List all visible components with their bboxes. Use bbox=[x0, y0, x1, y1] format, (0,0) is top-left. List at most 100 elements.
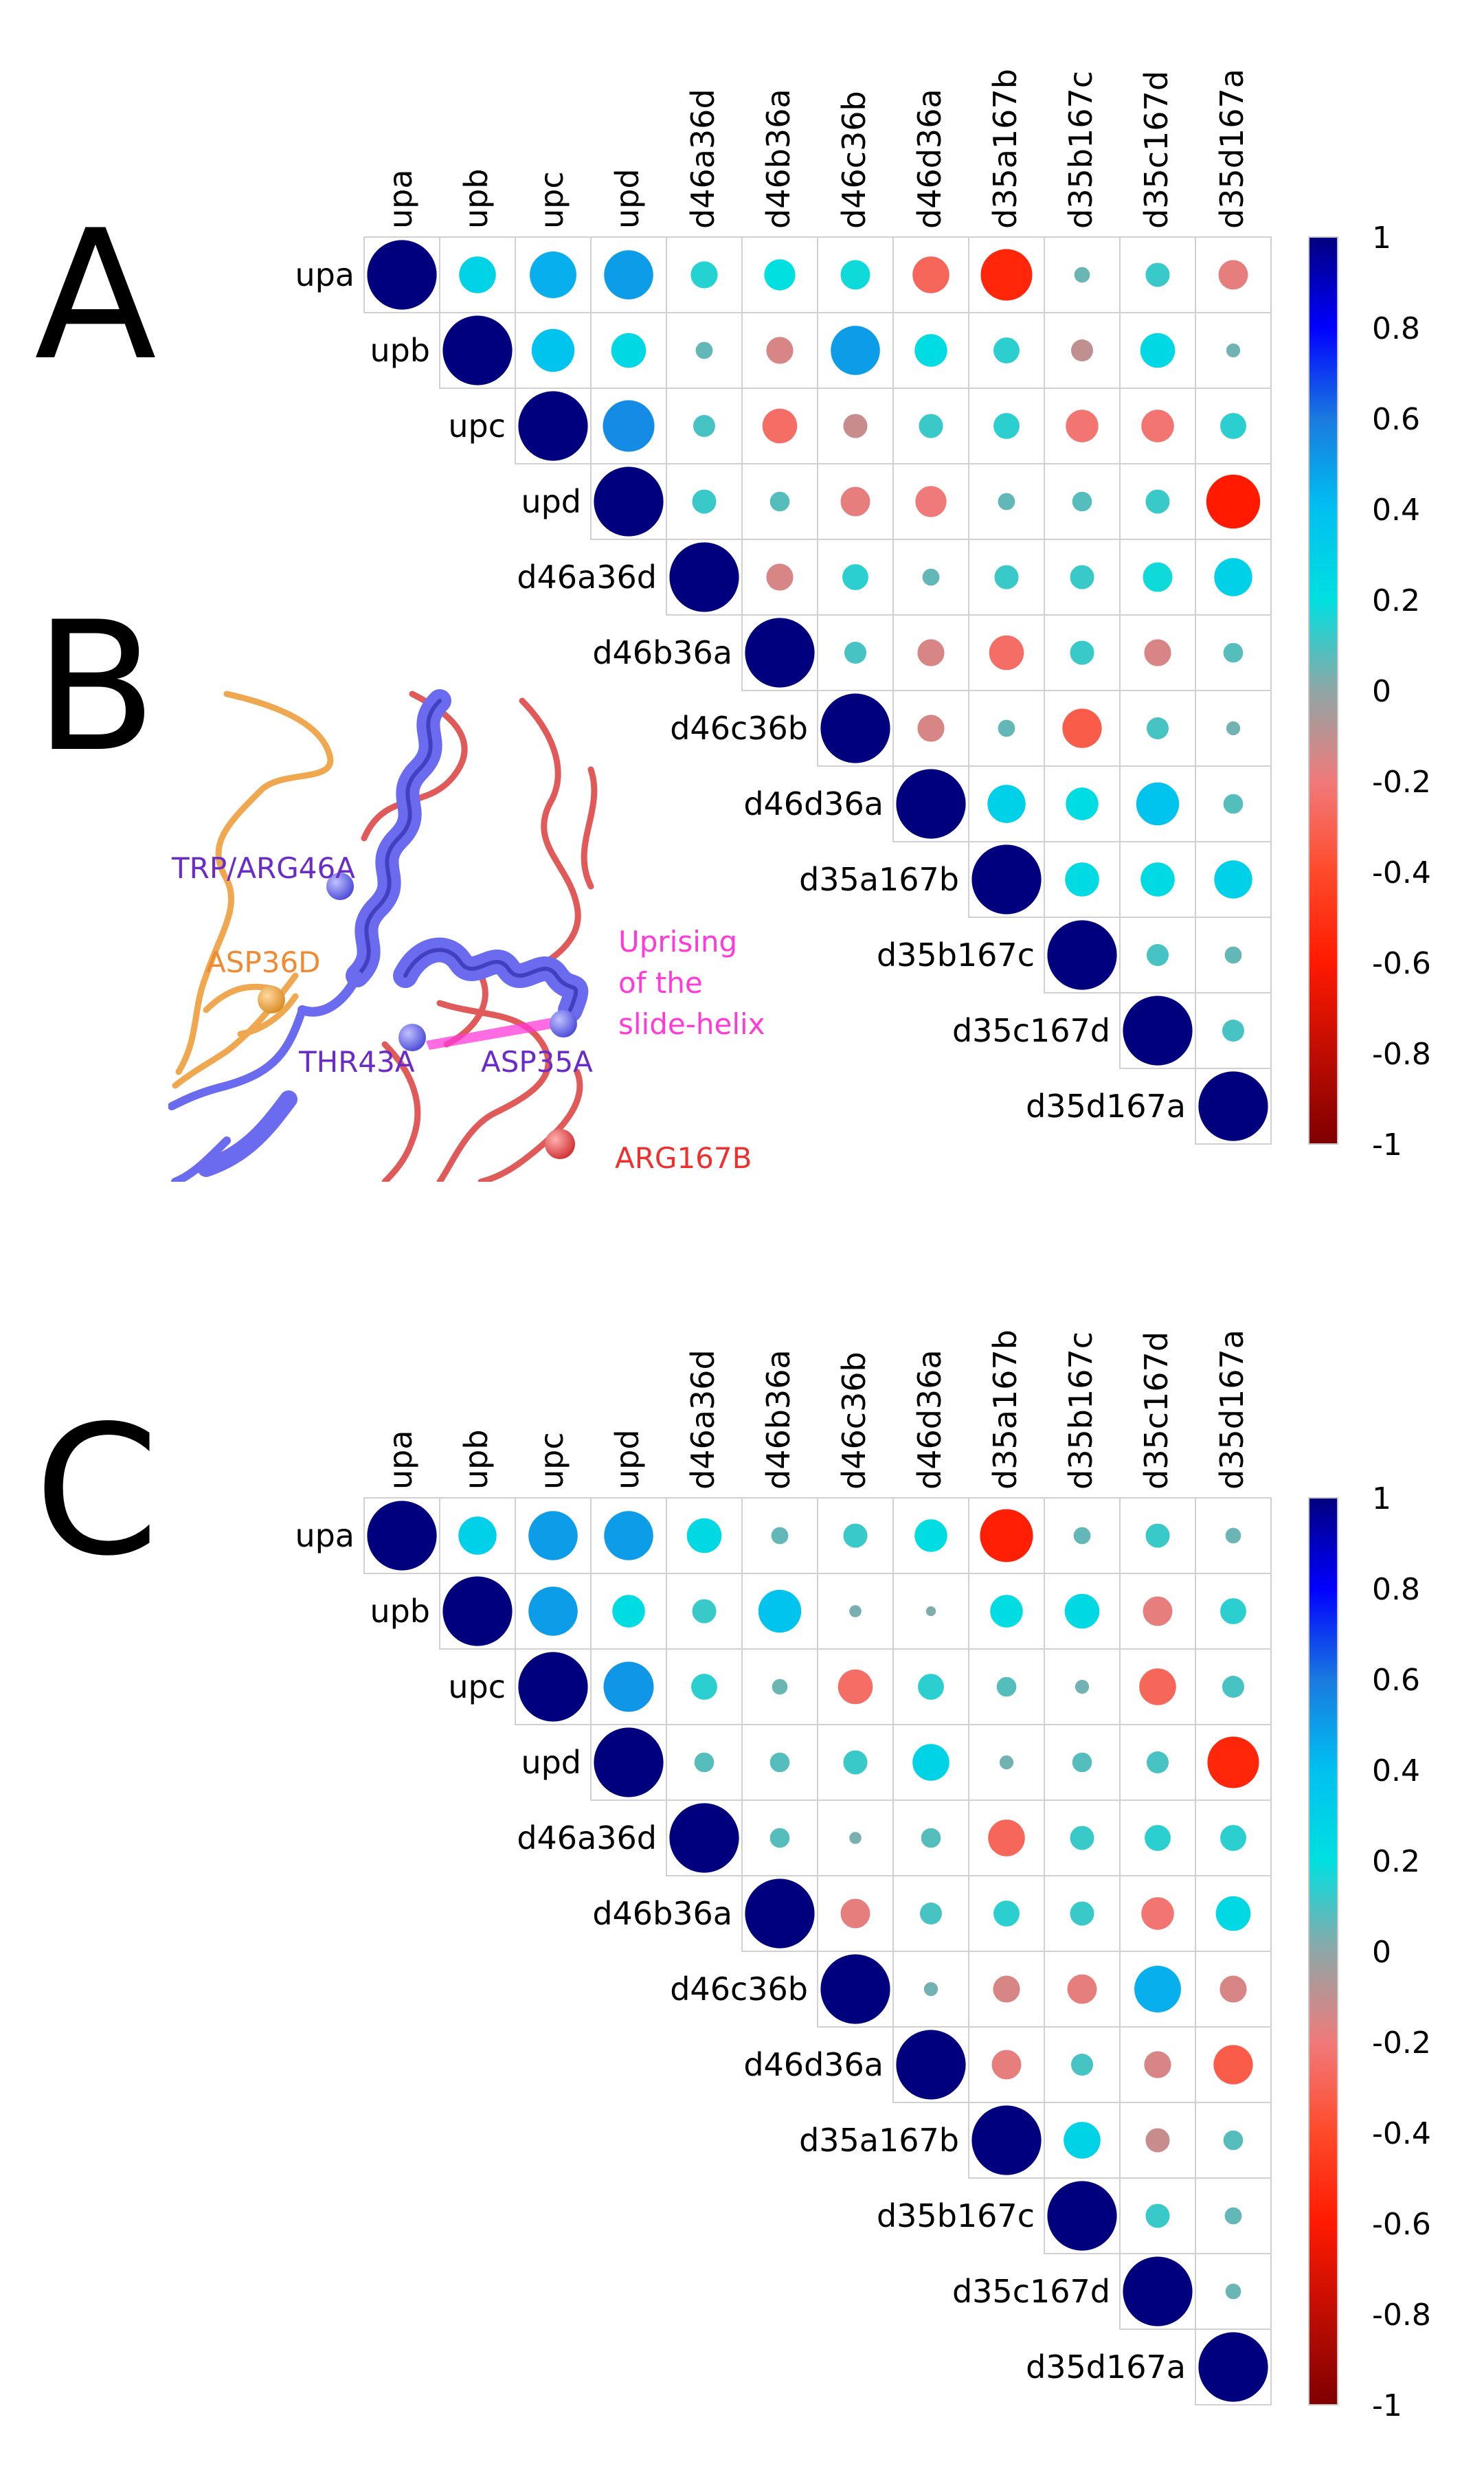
correlation-circle bbox=[1145, 1523, 1170, 1548]
correlation-circle bbox=[1139, 1668, 1176, 1705]
correlation-circle bbox=[844, 641, 867, 664]
correlation-circle bbox=[611, 333, 647, 368]
correlation-circle bbox=[1146, 943, 1169, 967]
correlation-circle bbox=[528, 1586, 578, 1636]
correlation-circle bbox=[918, 1674, 944, 1700]
panel-letter-b: B bbox=[34, 584, 157, 792]
protein-structure-illustration: TRP/ARG46A ASP36D THR43A ASP35A ARG167B … bbox=[168, 689, 765, 1182]
correlation-circle bbox=[1214, 558, 1252, 596]
correlation-circle bbox=[994, 565, 1019, 590]
correlation-circle bbox=[1222, 1675, 1245, 1698]
red-chain bbox=[361, 691, 598, 1182]
correlation-circle bbox=[989, 635, 1024, 671]
correlation-circle bbox=[1145, 489, 1170, 514]
correlation-circle bbox=[762, 408, 798, 444]
correlation-circle bbox=[692, 489, 717, 514]
correlation-circle bbox=[1207, 1736, 1259, 1788]
row-label: d46d36a bbox=[743, 2046, 884, 2083]
column-label: d46a36d bbox=[684, 89, 721, 229]
correlation-circle bbox=[1220, 413, 1246, 439]
column-label: upc bbox=[533, 1432, 570, 1490]
correlation-circle bbox=[1123, 996, 1193, 1066]
correlation-circle bbox=[993, 337, 1020, 363]
colorbar-tick-label: 0 bbox=[1372, 1935, 1391, 1970]
correlation-circle bbox=[1145, 262, 1170, 287]
correlation-circle bbox=[1214, 860, 1252, 899]
correlation-circle bbox=[1070, 339, 1094, 362]
row-label: d35b167c bbox=[877, 936, 1035, 974]
colorbar-tick-label: 0 bbox=[1372, 674, 1391, 709]
colorbar bbox=[1308, 236, 1338, 1145]
column-label: d35b167c bbox=[1062, 71, 1099, 229]
correlation-circle bbox=[1075, 1679, 1090, 1694]
correlation-circle bbox=[769, 491, 790, 512]
correlation-circle bbox=[1145, 2128, 1170, 2153]
orange-chain bbox=[172, 691, 334, 1089]
correlation-circle bbox=[993, 413, 1020, 439]
correlation-circle bbox=[1072, 491, 1092, 512]
row-label: d35d167a bbox=[1026, 2348, 1186, 2386]
column-label: upa bbox=[382, 1430, 419, 1490]
colorbar-tick-label: -0.8 bbox=[1372, 1037, 1431, 1072]
label-uprising-3: slide-helix bbox=[618, 1007, 765, 1041]
correlation-circle bbox=[1223, 642, 1244, 663]
correlation-circle bbox=[604, 250, 653, 300]
correlation-circle bbox=[1222, 1019, 1245, 1042]
correlation-circle bbox=[896, 2030, 966, 2100]
correlation-circle bbox=[518, 391, 588, 461]
row-label: d46c36b bbox=[670, 1971, 808, 2008]
correlation-circle bbox=[612, 1595, 645, 1628]
colorbar-tick-label: 0.6 bbox=[1372, 1663, 1420, 1698]
correlation-circle bbox=[1062, 708, 1102, 748]
colorbar-tick-label: -1 bbox=[1372, 1128, 1402, 1163]
label-uprising-1: Uprising bbox=[618, 925, 737, 958]
column-label: d46d36a bbox=[911, 89, 948, 229]
correlation-circle bbox=[840, 260, 870, 290]
column-label: d46b36a bbox=[760, 89, 797, 229]
correlation-circle bbox=[1223, 794, 1244, 814]
correlation-circle bbox=[843, 1523, 868, 1548]
correlation-circle bbox=[993, 1900, 1020, 1927]
correlation-circle bbox=[758, 1589, 802, 1633]
colorbar-tick-label: 0.8 bbox=[1372, 1572, 1420, 1607]
thr43a-atom bbox=[398, 1024, 426, 1051]
correlation-circle bbox=[998, 493, 1015, 511]
matrix-cell bbox=[1044, 312, 1121, 389]
correlation-circle bbox=[1225, 2283, 1241, 2300]
correlation-circle bbox=[1145, 1825, 1171, 1851]
correlation-circle bbox=[914, 1519, 947, 1552]
row-label: upb bbox=[370, 332, 430, 369]
uprising-arrow bbox=[426, 1017, 560, 1050]
row-label: d35c167d bbox=[952, 2273, 1110, 2310]
correlation-circle bbox=[1072, 1752, 1092, 1773]
correlation-circle bbox=[840, 486, 870, 517]
correlation-circle bbox=[1206, 474, 1261, 529]
correlation-circle bbox=[988, 1819, 1025, 1856]
column-label: d35c167d bbox=[1138, 1332, 1175, 1490]
colorbar-tick-label: -0.2 bbox=[1372, 765, 1431, 800]
correlation-circle bbox=[1213, 2045, 1253, 2085]
correlation-circle bbox=[896, 769, 966, 839]
correlation-circle bbox=[1198, 2332, 1268, 2402]
row-label: upc bbox=[448, 407, 506, 445]
correlation-circle bbox=[771, 1527, 789, 1545]
correlation-circle bbox=[1065, 862, 1099, 897]
correlation-circle bbox=[1143, 1596, 1173, 1626]
correlation-circle bbox=[1144, 2051, 1171, 2078]
row-label: d35a167b bbox=[799, 2122, 959, 2159]
correlation-circle bbox=[1146, 717, 1169, 740]
correlation-circle bbox=[442, 315, 513, 385]
correlation-circle bbox=[1145, 2203, 1170, 2228]
correlation-circle bbox=[1047, 2181, 1117, 2251]
correlation-circle bbox=[1067, 1974, 1097, 2004]
asp35a-atom bbox=[550, 1010, 577, 1037]
correlation-circle bbox=[1066, 787, 1099, 820]
correlation-circle bbox=[690, 261, 718, 289]
correlation-circle bbox=[919, 414, 943, 438]
correlation-circle bbox=[849, 1832, 862, 1844]
colorbar-tick-label: -1 bbox=[1372, 2388, 1402, 2423]
column-label: d35c167d bbox=[1138, 71, 1175, 229]
colorbar-tick-label: 0.2 bbox=[1372, 1844, 1420, 1879]
column-label: upd bbox=[609, 168, 646, 229]
